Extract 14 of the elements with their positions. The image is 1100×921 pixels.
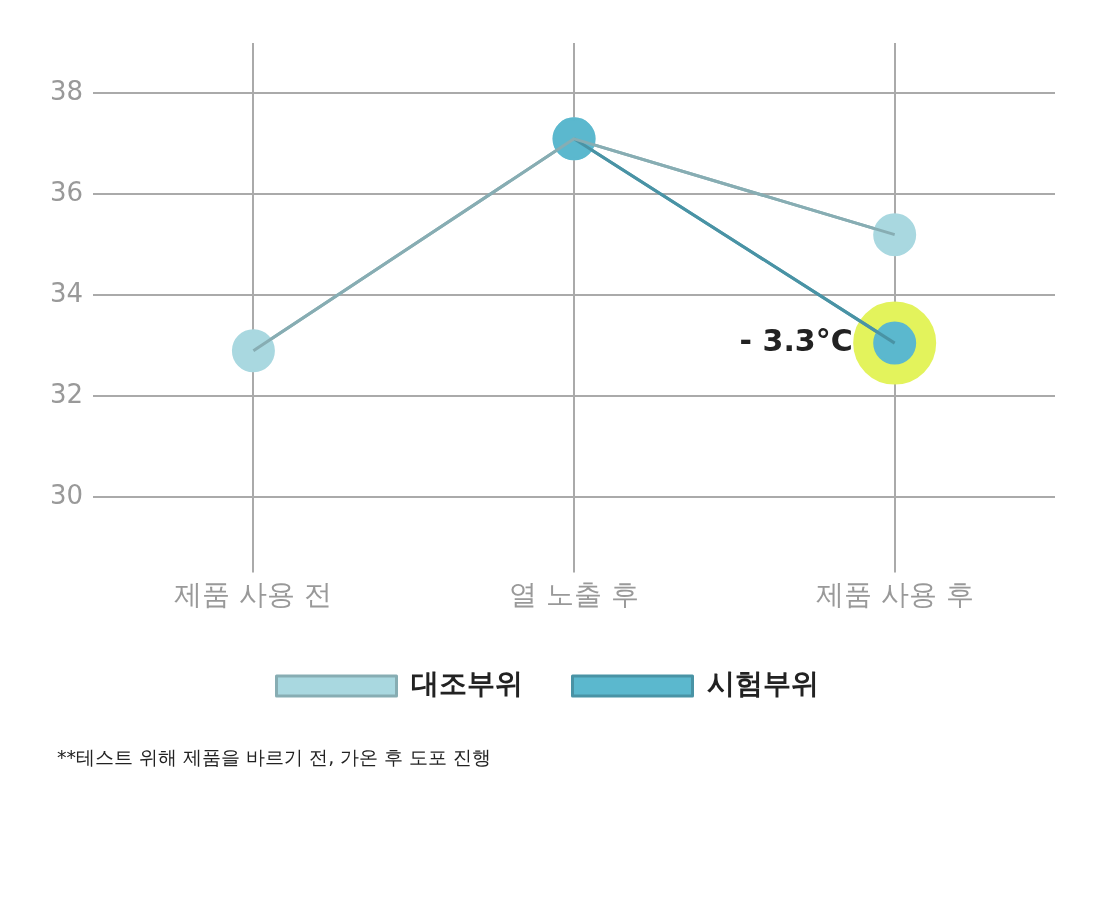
legend-label: 대조부위	[410, 667, 523, 701]
annotation: - 3.3°C	[739, 322, 853, 358]
y-tick-label: 32	[49, 378, 84, 409]
point	[231, 329, 275, 373]
x-tick-label: 열 노출 후	[509, 578, 639, 612]
y-tick-label: 38	[49, 76, 84, 107]
y-tick-label: 34	[49, 277, 84, 308]
point	[873, 213, 917, 257]
y-tick-label: 30	[49, 479, 84, 510]
x-tick-label: 제품 사용 후	[815, 578, 974, 612]
x-tick-label: 제품 사용 전	[174, 578, 333, 612]
legend-label: 시험부위	[706, 667, 819, 701]
y-tick-label: 36	[49, 177, 84, 208]
text: **테스트 위해 제품을 바르기 전, 가온 후 도포 진행	[57, 745, 492, 770]
